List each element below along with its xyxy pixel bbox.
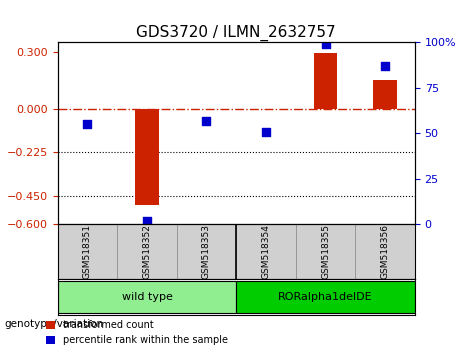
Text: GSM518355: GSM518355 xyxy=(321,224,330,279)
Point xyxy=(203,118,210,124)
Point xyxy=(84,121,91,127)
Bar xyxy=(373,80,397,109)
Text: genotype/variation: genotype/variation xyxy=(5,319,104,329)
FancyBboxPatch shape xyxy=(236,280,415,313)
Text: GSM518356: GSM518356 xyxy=(381,224,390,279)
Bar xyxy=(135,109,159,205)
Title: GDS3720 / ILMN_2632757: GDS3720 / ILMN_2632757 xyxy=(136,25,336,41)
Bar xyxy=(313,53,337,109)
Point xyxy=(262,129,270,135)
Point xyxy=(322,41,329,47)
Point xyxy=(143,218,151,223)
Text: RORalpha1delDE: RORalpha1delDE xyxy=(278,292,373,302)
FancyBboxPatch shape xyxy=(58,280,236,313)
Text: GSM518351: GSM518351 xyxy=(83,224,92,279)
Text: GSM518352: GSM518352 xyxy=(142,224,152,279)
Legend: transformed count, percentile rank within the sample: transformed count, percentile rank withi… xyxy=(42,316,232,349)
Text: GSM518354: GSM518354 xyxy=(261,224,271,279)
Text: wild type: wild type xyxy=(122,292,172,302)
Text: GSM518353: GSM518353 xyxy=(202,224,211,279)
Point xyxy=(381,63,389,69)
